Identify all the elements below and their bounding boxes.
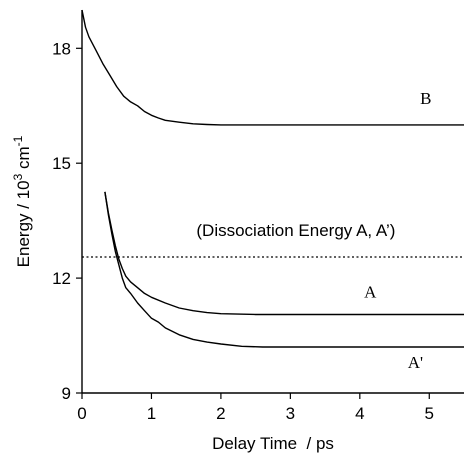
y-axis-label-main: Energy / 10 [14, 180, 33, 267]
dissociation-annotation: (Dissociation Energy A, A’) [196, 221, 395, 240]
x-tick-label: 2 [216, 404, 225, 423]
series-line-a [104, 191, 464, 348]
y-axis-label: Energy / 103 cm-1 [11, 135, 33, 267]
y-tick-label: 18 [52, 39, 71, 58]
y-tick-label: 9 [62, 384, 71, 403]
x-tick-label: 1 [147, 404, 156, 423]
series-labels: B A A' [364, 89, 431, 372]
x-tick-label: 4 [355, 404, 364, 423]
series-label-a: A [364, 282, 377, 301]
x-axis-label: Delay Time / ps [212, 434, 334, 453]
x-tick-label: 3 [286, 404, 295, 423]
series-label-b: B [420, 89, 431, 108]
ticks [76, 47, 430, 399]
series-lines [81, 9, 464, 348]
series-line-a [104, 191, 464, 316]
series-label-a: A' [408, 353, 423, 372]
y-tick-label: 12 [52, 269, 71, 288]
x-tick-label: 5 [425, 404, 434, 423]
y-tick-label: 15 [52, 154, 71, 173]
x-tick-label: 0 [77, 404, 86, 423]
y-axis-label-unit-exponent: -1 [11, 135, 25, 146]
y-axis-label-unit: cm [14, 146, 33, 173]
axes [81, 10, 464, 394]
series-line-b [81, 9, 464, 126]
y-axis-label-exponent: 3 [11, 173, 25, 180]
